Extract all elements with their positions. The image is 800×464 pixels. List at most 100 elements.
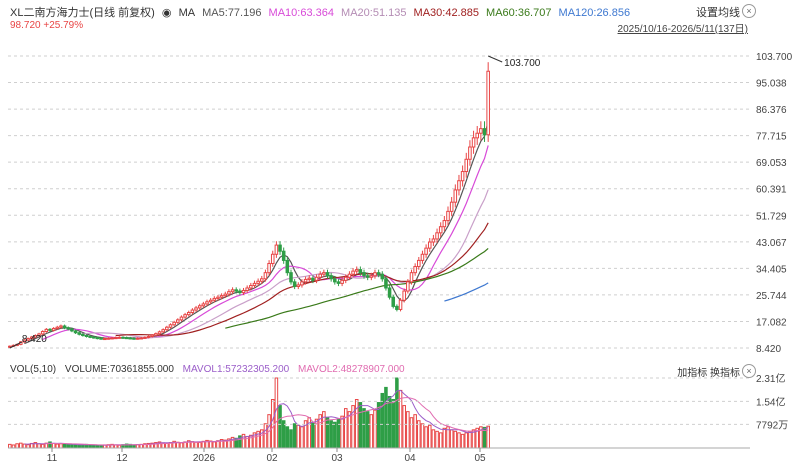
last-price: 98.720 +25.79% [10,20,84,31]
volume-bar [435,430,439,449]
ma10-value: MA10:63.364 [268,7,334,19]
volume-bar [285,426,290,449]
candle [486,70,490,136]
volume-bar [336,418,341,449]
eye-icon[interactable]: ◉ [161,7,172,19]
candle [48,328,52,331]
candle [431,238,436,243]
candle [70,328,74,332]
ma5-line [24,120,489,345]
candle [124,337,129,340]
candle [29,336,34,340]
candle [172,321,176,326]
candle [438,226,443,234]
candle [398,299,403,310]
candle [307,277,312,280]
volume-bar [468,430,472,449]
y-tick-label: 17.082 [756,317,787,328]
volume-bar [40,443,45,449]
candle [44,328,49,333]
candle [395,305,399,310]
candle [26,338,30,341]
vol-tick-label: 7792万 [756,420,788,431]
close-icon[interactable]: × [742,364,756,378]
volume-bar [387,395,392,449]
vol-tick-label: 2.31亿 [756,372,785,385]
ma10-line [42,145,489,340]
candle [197,305,202,309]
indicator-buttons[interactable]: 加指标 换指标 [677,368,740,379]
candle [369,275,374,278]
stock-title: XL二南方海力士(日线 前复权) [10,7,155,19]
candle [409,272,414,283]
candle [380,273,385,280]
ma30-value: MA30:42.885 [413,7,479,19]
candle [99,337,103,340]
volume-bar [289,429,293,449]
candle [417,259,421,268]
volume-bar [464,432,469,449]
candle [161,329,165,333]
volume-bar [391,399,396,449]
candle [482,128,487,136]
y-tick-label: 60.391 [756,185,787,196]
candle [157,331,162,335]
low-pointer [9,341,23,349]
volume-bar [427,424,432,449]
volume-bar [449,429,454,449]
close-icon[interactable]: × [742,4,756,18]
candle [194,307,198,311]
ma5-value: MA5:77.196 [202,7,262,19]
candle [384,278,388,289]
candle [453,189,458,203]
candle [128,337,133,340]
volume-bar [406,411,410,449]
candle [354,269,359,272]
candle [424,247,428,255]
candle [62,325,67,329]
volume-bar [402,405,406,449]
candle [216,296,220,299]
volume-bar [395,377,399,449]
candle [88,335,92,338]
candle [59,325,63,328]
volume-bar [59,443,63,449]
volume-bar [179,442,184,449]
candle [132,337,136,340]
volume-bar [212,441,217,449]
candle [274,244,279,255]
candle [479,128,483,134]
ma120-line [444,282,489,302]
y-tick-label: 25.744 [756,291,787,302]
candle [329,275,333,280]
volume-bar [340,415,344,449]
ma20-value: MA20:51.135 [341,7,407,19]
volume-bar [15,443,19,449]
candle [150,334,155,337]
volume-bar [194,441,198,449]
volume-bar [442,427,447,449]
candle [249,285,253,289]
mavol1-value: MAVOL1:57232305.200 [182,364,290,375]
candle [325,272,330,277]
candle [121,336,125,339]
y-tick-label: 103.700 [756,52,793,63]
candle [420,253,425,261]
candle [190,309,195,314]
y-tick-label: 77.715 [756,132,787,143]
ma-settings-button[interactable]: 设置均线 [696,7,740,19]
candle [365,275,370,278]
candle [402,290,406,301]
high-pointer [487,55,503,63]
y-tick-label: 8.420 [756,344,781,355]
candle [81,333,85,336]
volume-bar [413,414,417,449]
candle [22,339,27,343]
candle [260,278,264,282]
volume-bar [420,423,425,449]
volume-bar [292,423,297,449]
volume-bar [358,402,363,449]
candle [468,146,472,160]
volume-bar [19,442,23,449]
candle [475,132,479,139]
